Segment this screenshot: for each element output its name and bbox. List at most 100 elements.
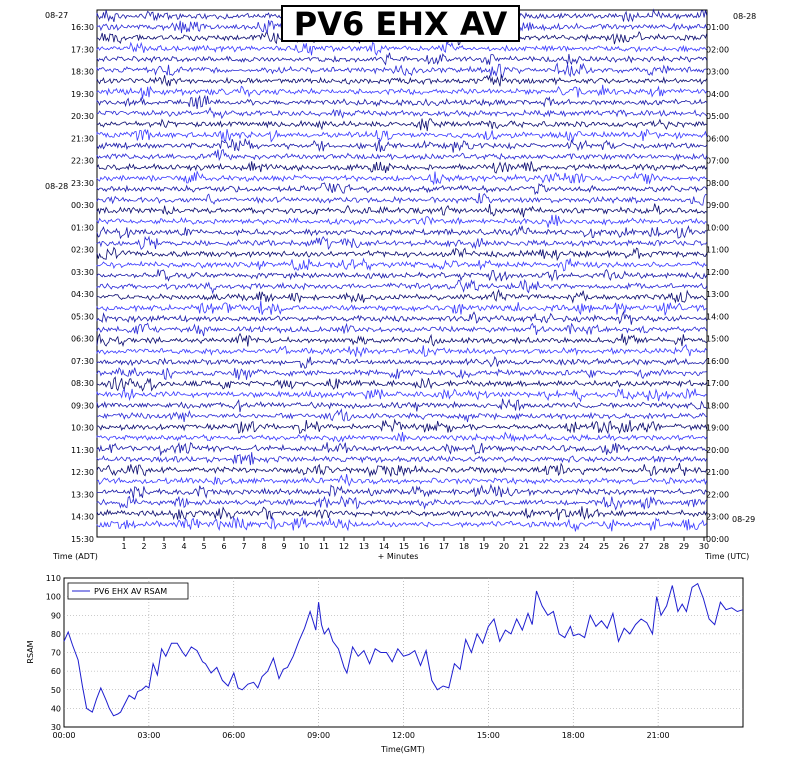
helicorder-left-time-label: 10:30 xyxy=(71,424,94,433)
helicorder-trace-row xyxy=(96,269,708,282)
helicorder-trace-row xyxy=(96,84,708,99)
helicorder-trace-row xyxy=(96,203,707,218)
rsam-x-tick-label: 12:00 xyxy=(392,731,415,740)
helicorder-right-time-label: 00:00 xyxy=(706,535,729,544)
rsam-y-tick-label: 40 xyxy=(51,704,61,713)
helicorder-right-time-label: 22:00 xyxy=(706,490,729,499)
helicorder-left-time-label: 08:30 xyxy=(71,379,94,388)
helicorder-x-tick-label: 1 xyxy=(121,542,126,551)
helicorder-trace-row xyxy=(96,182,708,196)
helicorder-trace-row xyxy=(96,310,708,325)
helicorder-x-tick-label: 5 xyxy=(201,542,206,551)
helicorder-right-time-label: 05:00 xyxy=(706,112,729,121)
helicorder-x-label: + Minutes xyxy=(378,552,419,561)
helicorder-trace-row xyxy=(96,128,708,143)
helicorder-left-time-label: 18:30 xyxy=(71,68,94,77)
helicorder-left-time-label: 07:30 xyxy=(71,357,94,366)
helicorder-x-tick-label: 23 xyxy=(559,542,569,551)
helicorder-trace-row xyxy=(96,193,707,206)
right-date-end: 08-29 xyxy=(732,515,755,524)
helicorder-trace-row xyxy=(96,279,708,295)
helicorder-right-time-label: 10:00 xyxy=(706,223,729,232)
helicorder-trace-row xyxy=(96,161,708,174)
rsam-x-tick-label: 21:00 xyxy=(647,731,670,740)
rsam-x-tick-label: 06:00 xyxy=(222,731,245,740)
right-axis-label: Time (UTC) xyxy=(704,552,749,561)
helicorder-trace-row xyxy=(96,332,707,347)
helicorder-x-tick-label: 9 xyxy=(281,542,286,551)
helicorder-right-time-label: 15:00 xyxy=(706,335,729,344)
rsam-x-tick-label: 03:00 xyxy=(137,731,160,740)
helicorder-trace-row xyxy=(96,138,708,153)
rsam-y-tick-label: 100 xyxy=(46,593,61,602)
helicorder-trace-row xyxy=(96,148,708,162)
page-title: PV6 EHX AV xyxy=(293,4,508,43)
helicorder-x-tick-label: 12 xyxy=(339,542,349,551)
helicorder-right-time-label: 13:00 xyxy=(706,290,729,299)
helicorder-x-tick-label: 16 xyxy=(419,542,429,551)
helicorder-x-tick-label: 6 xyxy=(221,542,226,551)
rsam-grid xyxy=(64,578,743,727)
helicorder-trace-row xyxy=(96,367,707,381)
helicorder-right-time-label: 06:00 xyxy=(706,134,729,143)
helicorder-right-time-label: 02:00 xyxy=(706,45,729,54)
helicorder-right-time-label: 16:00 xyxy=(706,357,729,366)
helicorder-left-time-label: 15:30 xyxy=(71,535,94,544)
helicorder-right-time-label: 12:00 xyxy=(706,268,729,277)
helicorder-left-time-label: 06:30 xyxy=(71,335,94,344)
helicorder-x-tick-label: 15 xyxy=(399,542,409,551)
rsam-legend-box xyxy=(67,582,189,600)
helicorder-right-time-label: 18:00 xyxy=(706,401,729,410)
helicorder-right-time-label: 20:00 xyxy=(706,446,729,455)
helicorder-trace-row xyxy=(96,516,708,532)
helicorder-x-tick-label: 4 xyxy=(181,542,186,551)
helicorder-left-time-label: 02:30 xyxy=(71,246,94,255)
helicorder-left-time-label: 13:30 xyxy=(71,490,94,499)
rsam-legend-label: PV6 EHX AV RSAM xyxy=(94,587,167,596)
helicorder-left-time-label: 17:30 xyxy=(71,45,94,54)
helicorder-trace-row xyxy=(96,106,708,120)
helicorder-trace-row xyxy=(96,418,708,435)
rsam-y-axis: 30 40 50 60 70 80 90 100 110 xyxy=(46,574,61,732)
helicorder-x-tick-label: 14 xyxy=(379,542,389,551)
rsam-legend: PV6 EHX AV RSAM xyxy=(67,582,189,600)
helicorder-left-time-label: 01:30 xyxy=(71,223,94,232)
left-axis-label: Time (ADT) xyxy=(52,552,98,561)
helicorder-right-time-label: 14:00 xyxy=(706,312,729,321)
helicorder-trace-row xyxy=(96,94,707,109)
helicorder-trace-row xyxy=(96,431,708,443)
helicorder-title-box: PV6 EHX AV xyxy=(281,4,520,43)
helicorder-right-time-label: 07:00 xyxy=(706,157,729,166)
helicorder-x-tick-label: 2 xyxy=(141,542,146,551)
helicorder-right-time-label: 11:00 xyxy=(706,246,729,255)
helicorder-left-time-label: 11:30 xyxy=(71,446,94,455)
helicorder-trace-row xyxy=(96,257,707,272)
helicorder-trace-row xyxy=(96,483,708,499)
rsam-y-tick-label: 110 xyxy=(46,574,61,583)
helicorder-left-time-label: 23:30 xyxy=(71,179,94,188)
helicorder-trace-row xyxy=(96,246,708,262)
rsam-y-tick-label: 90 xyxy=(51,611,61,620)
helicorder-trace-row xyxy=(96,474,708,487)
helicorder-x-tick-label: 29 xyxy=(679,542,689,551)
helicorder-right-time-label: 17:00 xyxy=(706,379,729,388)
right-date-start: 08-28 xyxy=(733,12,756,21)
helicorder-right-time-label: 01:00 xyxy=(706,23,729,32)
helicorder-x-tick-label: 7 xyxy=(241,542,246,551)
helicorder-x-axis: 1 2 3 4 5 6 7 8 9 10 11 12 13 14 15 16 17 18 19 20 21 22 23 24 2… xyxy=(121,537,709,551)
rsam-frame xyxy=(63,577,744,728)
helicorder-x-tick-label: 26 xyxy=(619,542,629,551)
helicorder-x-tick-label: 13 xyxy=(359,542,369,551)
helicorder-left-time-label: 22:30 xyxy=(71,157,94,166)
helicorder-x-tick-label: 17 xyxy=(439,542,449,551)
helicorder-trace-row xyxy=(96,452,708,466)
helicorder-right-time-label: 19:00 xyxy=(706,424,729,433)
helicorder-x-tick-label: 21 xyxy=(519,542,529,551)
helicorder-trace-row xyxy=(96,62,707,78)
helicorder-right-time-labels: 01:00 02:00 03:00 04:00 05:00 06:00 07:00 08:00… xyxy=(706,23,729,544)
helicorder-traces xyxy=(96,8,708,532)
helicorder-trace-row xyxy=(96,52,708,66)
helicorder-right-time-label: 09:00 xyxy=(706,201,729,210)
helicorder-trace-row xyxy=(96,300,707,316)
helicorder-x-tick-label: 18 xyxy=(459,542,469,551)
